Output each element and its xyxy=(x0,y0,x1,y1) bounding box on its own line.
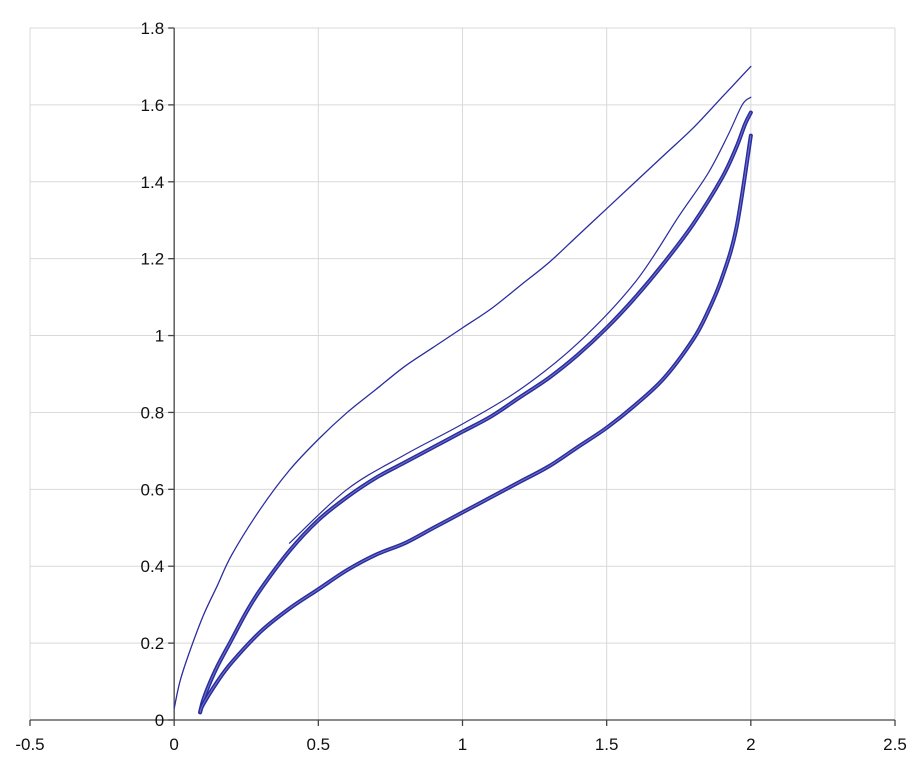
x-tick-label: 1.5 xyxy=(595,735,619,754)
y-tick-label: 1.6 xyxy=(141,96,165,115)
y-tick-label: 0.4 xyxy=(141,557,165,576)
series-line-unloading-outer-trace xyxy=(288,96,752,544)
y-tick-label: 1 xyxy=(155,327,164,346)
series-line-unloading-upper-branch-highlight xyxy=(199,112,752,713)
axes xyxy=(29,27,896,726)
plot-area xyxy=(173,65,753,715)
x-tick-label: 2.5 xyxy=(883,735,907,754)
gridlines xyxy=(29,27,896,720)
y-tick-label: 0.8 xyxy=(141,403,165,422)
y-tick-label: 0.2 xyxy=(141,634,165,653)
x-tick-label: -0.5 xyxy=(15,735,44,754)
y-tick-label: 0 xyxy=(155,711,164,730)
y-tick-label: 0.6 xyxy=(141,480,165,499)
x-tick-label: 0.5 xyxy=(307,735,331,754)
x-tick-label: 1 xyxy=(458,735,467,754)
series-line-first-loading xyxy=(173,65,752,710)
x-tick-label: 0 xyxy=(169,735,178,754)
y-tick-label: 1.4 xyxy=(141,173,165,192)
x-tick-label: 2 xyxy=(746,735,755,754)
series-line-reloading-lower-branch-highlight xyxy=(199,135,752,713)
tick-labels: -0.5 0 0.5 1 1.5 2 2.5 0 0.2 0.4 0.6 0.8 1 1.2 1.4 1.6 1… xyxy=(15,19,906,754)
y-tick-label: 1.2 xyxy=(141,250,165,269)
y-tick-label: 1.8 xyxy=(141,19,165,38)
